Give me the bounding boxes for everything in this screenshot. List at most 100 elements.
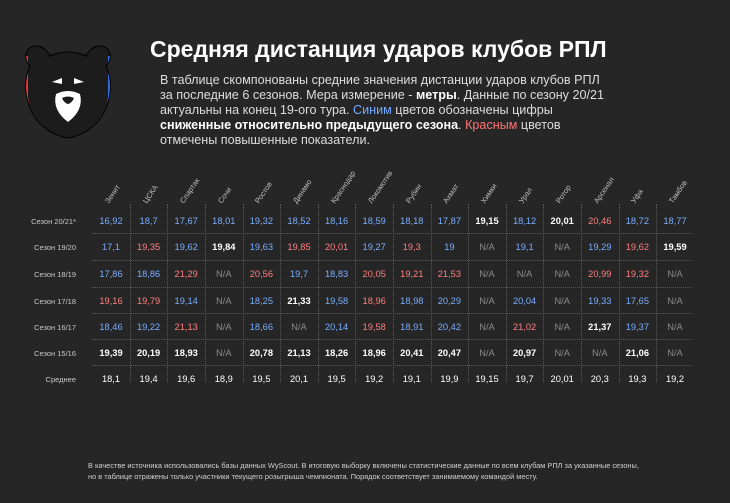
- table-cell: 20,47: [437, 348, 462, 358]
- column-header: ЦСКА: [140, 183, 160, 206]
- table-cell: 20,46: [588, 216, 612, 226]
- table-cell: 21,13: [174, 322, 198, 332]
- row-divider: [92, 233, 692, 234]
- average-cell: 19,9: [440, 374, 459, 384]
- table-cell: 20,78: [249, 348, 274, 358]
- row-divider: [92, 286, 692, 288]
- average-cell: 19,1: [402, 374, 421, 384]
- table-cell: 18,93: [174, 348, 198, 358]
- row-label: Сезон 16/17: [34, 323, 76, 332]
- table-cell: 20,56: [249, 269, 274, 279]
- description: В таблице скомпонованы средние значения …: [160, 73, 610, 148]
- table-cell: 19,22: [136, 322, 161, 332]
- column-header: Ахмат: [441, 182, 461, 206]
- table-cell: 19,63: [249, 242, 274, 252]
- table-cell: 19,62: [174, 242, 198, 252]
- table-cell: 19,16: [99, 296, 123, 306]
- table-cell: 18,59: [362, 216, 386, 226]
- column-divider: [543, 204, 545, 382]
- footer-line-2: но в таблице отражены только участники т…: [88, 472, 538, 481]
- table-cell: 19,79: [136, 296, 161, 306]
- table-cell: 19,62: [625, 242, 650, 252]
- table-cell: 21,33: [287, 296, 311, 306]
- desc-text-3: цветов обозначены цифры: [391, 103, 553, 117]
- table-cell: 20,14: [324, 322, 349, 332]
- table-cell: 19,15: [475, 216, 499, 226]
- table-cell: N/A: [479, 296, 495, 306]
- desc-text-2: . Данные по сезону 20/21 актуальны на ко…: [160, 88, 604, 117]
- table-cell: N/A: [479, 269, 495, 279]
- row-label: Сезон 19/20: [34, 243, 76, 252]
- column-header: Рубин: [403, 182, 424, 206]
- table-cell: 19,32: [625, 269, 650, 279]
- table-cell: 17,67: [174, 216, 198, 226]
- table-cell: 18,96: [362, 348, 386, 358]
- table-cell: 19,85: [287, 242, 311, 252]
- column-header: Уфа: [629, 187, 646, 206]
- column-header: Спартак: [178, 176, 202, 206]
- average-cell: 19,4: [139, 374, 158, 384]
- table-cell: 18,12: [512, 216, 537, 226]
- table-cell: 19,37: [625, 322, 650, 332]
- row-label: Сезон 15/16: [34, 349, 76, 358]
- average-cell: 20,01: [550, 374, 574, 384]
- desc-text-5: цветов отмечены повышенные показатели.: [160, 118, 561, 147]
- table-cell: 19,35: [136, 242, 161, 252]
- table-cell: 18,25: [249, 296, 274, 306]
- table-cell: 20,05: [362, 269, 386, 279]
- table-cell: N/A: [291, 322, 307, 332]
- table-cell: 20,97: [512, 348, 537, 358]
- table-cell: 19,58: [362, 322, 386, 332]
- average-cell: 19,5: [252, 374, 271, 384]
- table-cell: 18,83: [324, 269, 349, 279]
- table-cell: 18,46: [99, 322, 123, 332]
- table-cell: 20,42: [437, 322, 462, 332]
- desc-blue-word: Синим: [353, 103, 392, 117]
- average-cell: 18,9: [214, 374, 233, 384]
- table-cell: N/A: [554, 269, 570, 279]
- table-cell: 18,01: [212, 216, 236, 226]
- table-cell: N/A: [479, 322, 495, 332]
- column-divider: [505, 204, 507, 382]
- row-label: Сезон 17/18: [34, 297, 76, 306]
- average-cell: 19,15: [475, 374, 499, 384]
- table-cell: N/A: [554, 296, 570, 306]
- average-cell: 19,2: [365, 374, 384, 384]
- table-cell: 18,72: [625, 216, 650, 226]
- table-cell: 20,99: [588, 269, 612, 279]
- table-cell: 19,59: [663, 242, 687, 252]
- column-header: Зенит: [103, 183, 122, 206]
- table-cell: 20,29: [437, 296, 462, 306]
- column-divider: [581, 204, 582, 382]
- average-cell: 18,1: [101, 374, 121, 384]
- desc-decrease-note: сниженные относительно предыдущего сезон…: [160, 118, 459, 132]
- table-cell: 18,18: [400, 216, 424, 226]
- column-header: Тамбов: [667, 178, 689, 206]
- table-cell: N/A: [554, 242, 570, 252]
- table-cell: 21,13: [287, 348, 311, 358]
- column-header: Краснодар: [328, 169, 357, 206]
- average-cell: 20,1: [289, 374, 309, 384]
- table-cell: N/A: [667, 296, 683, 306]
- table-cell: 19,84: [212, 242, 236, 252]
- table-cell: 20,19: [136, 348, 161, 358]
- table-cell: N/A: [479, 348, 495, 358]
- table-cell: 20,04: [512, 296, 537, 306]
- table-cell: N/A: [216, 269, 232, 279]
- table-cell: 20,01: [550, 216, 574, 226]
- column-divider: [468, 204, 470, 382]
- table-cell: N/A: [216, 296, 232, 306]
- table-cell: 18,16: [324, 216, 349, 226]
- column-header: Ротор: [554, 183, 574, 206]
- column-header: Ростов: [253, 180, 275, 206]
- table-cell: 21,06: [625, 348, 650, 358]
- table-cell: N/A: [216, 348, 232, 358]
- table-cell: 21,02: [512, 322, 537, 332]
- table-cell: 18,52: [287, 216, 311, 226]
- table-cell: 18,77: [663, 216, 687, 226]
- table-cell: 19,14: [174, 296, 198, 306]
- column-header: Химки: [479, 181, 499, 206]
- desc-unit: метры: [415, 88, 457, 102]
- table-cell: 21,53: [437, 269, 462, 279]
- footer-note: В качестве источника использовались базы…: [88, 460, 708, 482]
